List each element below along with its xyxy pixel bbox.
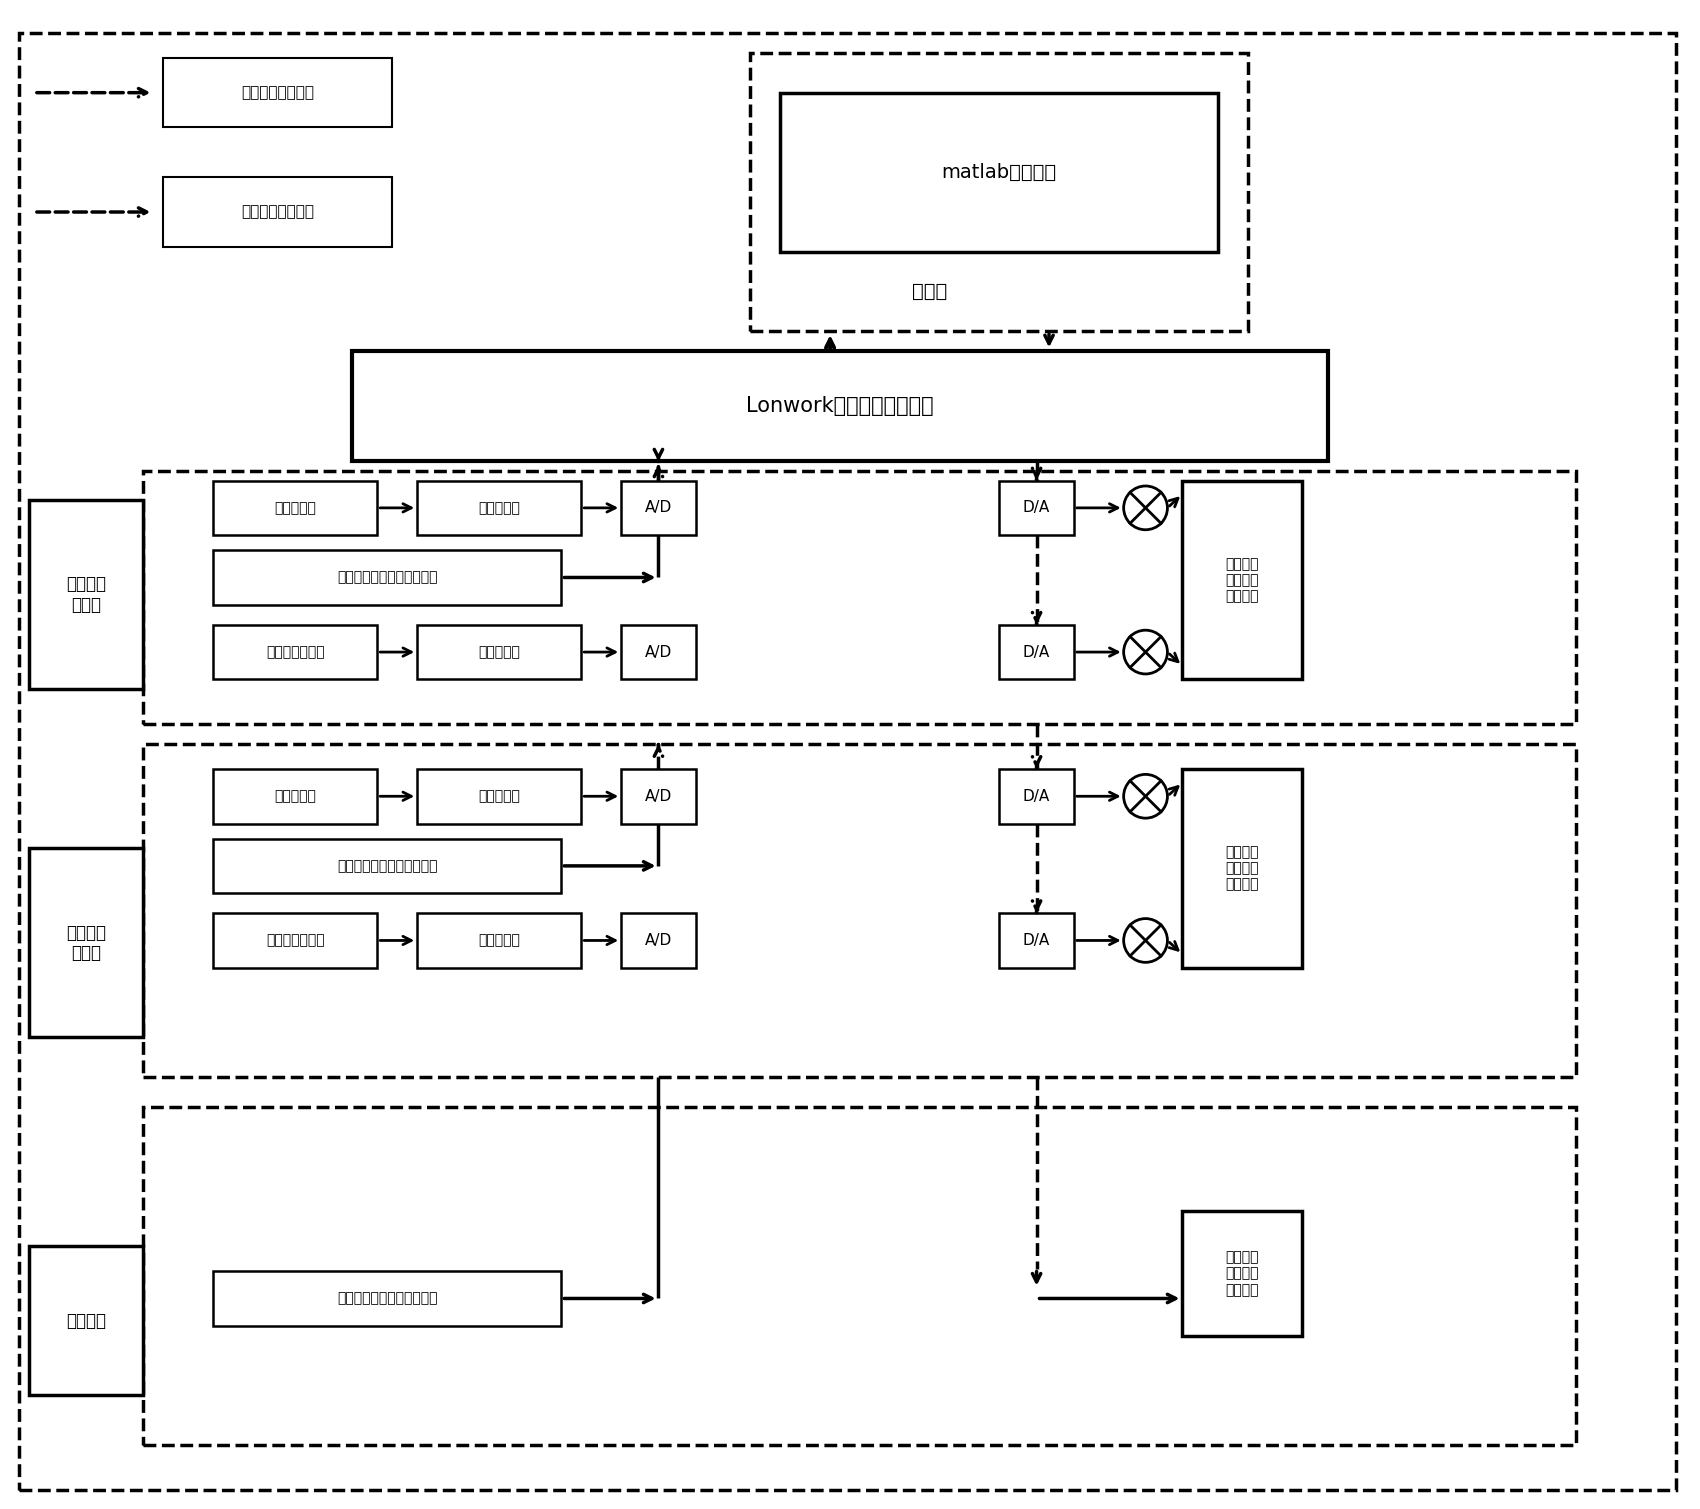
Text: 冷却水泵
设备组: 冷却水泵 设备组 xyxy=(66,924,107,963)
Bar xyxy=(212,770,377,824)
Text: 单片机: 单片机 xyxy=(911,282,947,302)
Bar xyxy=(29,1246,143,1396)
Bar xyxy=(212,551,561,605)
Text: 流量传感器: 流量传感器 xyxy=(478,501,520,515)
Text: 制冷机组: 制冷机组 xyxy=(66,1311,107,1329)
Bar xyxy=(143,471,1576,724)
Bar xyxy=(620,913,695,967)
Bar xyxy=(620,480,695,536)
Bar xyxy=(620,770,695,824)
Bar xyxy=(143,744,1576,1077)
Bar xyxy=(1000,913,1074,967)
Bar xyxy=(416,913,581,967)
Bar xyxy=(212,625,377,679)
Bar xyxy=(212,480,377,536)
Bar xyxy=(212,1271,561,1326)
Text: 冷却水泵开启状态和负荷率: 冷却水泵开启状态和负荷率 xyxy=(337,859,437,872)
Text: 流量传感器: 流量传感器 xyxy=(478,934,520,948)
Text: Lonwork制冷系统监控平台: Lonwork制冷系统监控平台 xyxy=(746,395,933,416)
Text: 冷冻水泵
设备组: 冷冻水泵 设备组 xyxy=(66,575,107,614)
Bar xyxy=(29,501,143,690)
Text: matlab优化程序: matlab优化程序 xyxy=(942,163,1057,181)
Bar xyxy=(1183,480,1302,679)
Bar xyxy=(29,848,143,1037)
Bar xyxy=(352,352,1328,460)
Bar xyxy=(143,1108,1576,1446)
Text: 冷却水泵
开启状态
和负荷率: 冷却水泵 开启状态 和负荷率 xyxy=(1226,845,1258,892)
Text: A/D: A/D xyxy=(644,501,672,516)
Text: 冷冻水流量: 冷冻水流量 xyxy=(274,501,316,515)
Bar xyxy=(416,480,581,536)
Text: A/D: A/D xyxy=(644,644,672,659)
Bar xyxy=(416,625,581,679)
Bar xyxy=(212,839,561,893)
Bar xyxy=(1000,770,1074,824)
Bar xyxy=(1183,770,1302,967)
Bar xyxy=(780,92,1219,252)
Text: D/A: D/A xyxy=(1023,644,1051,659)
Bar xyxy=(750,53,1248,332)
Text: A/D: A/D xyxy=(644,789,672,804)
Text: 制冷机组开启状态和负荷率: 制冷机组开启状态和负荷率 xyxy=(337,1292,437,1305)
Text: 冷冻水出口温度: 冷冻水出口温度 xyxy=(265,644,325,659)
Text: 制冷机组
开启状态
和负荷率: 制冷机组 开启状态 和负荷率 xyxy=(1226,1251,1258,1296)
Text: 控制信号作用模块: 控制信号作用模块 xyxy=(241,205,314,219)
Text: 流量传感器: 流量传感器 xyxy=(478,789,520,803)
Text: D/A: D/A xyxy=(1023,933,1051,948)
Text: D/A: D/A xyxy=(1023,789,1051,804)
Bar xyxy=(163,177,393,247)
Bar xyxy=(212,913,377,967)
Bar xyxy=(416,770,581,824)
Text: 冷却水入口温度: 冷却水入口温度 xyxy=(265,934,325,948)
Bar xyxy=(1000,625,1074,679)
Text: A/D: A/D xyxy=(644,933,672,948)
Bar xyxy=(1000,480,1074,536)
Text: D/A: D/A xyxy=(1023,501,1051,516)
Text: 状态数据采集模块: 状态数据采集模块 xyxy=(241,85,314,100)
Bar xyxy=(1183,1212,1302,1335)
Bar xyxy=(620,625,695,679)
Text: 冷却水流量: 冷却水流量 xyxy=(274,789,316,803)
Text: 温度传感器: 温度传感器 xyxy=(478,644,520,659)
Text: 冷冻水泵
开启状态
和负荷率: 冷冻水泵 开启状态 和负荷率 xyxy=(1226,557,1258,604)
Bar xyxy=(163,57,393,127)
Text: 冷冻水泵开启状态和负荷率: 冷冻水泵开启状态和负荷率 xyxy=(337,570,437,584)
